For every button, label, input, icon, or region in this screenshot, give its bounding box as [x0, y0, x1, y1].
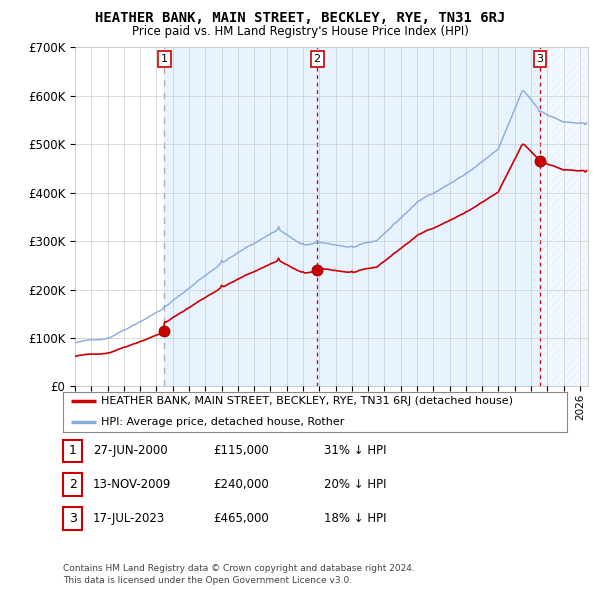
Text: 2: 2	[68, 478, 77, 491]
Text: HEATHER BANK, MAIN STREET, BECKLEY, RYE, TN31 6RJ (detached house): HEATHER BANK, MAIN STREET, BECKLEY, RYE,…	[101, 395, 513, 405]
Text: 18% ↓ HPI: 18% ↓ HPI	[324, 512, 386, 525]
Text: £240,000: £240,000	[213, 478, 269, 491]
Text: 1: 1	[161, 54, 168, 64]
Text: £465,000: £465,000	[213, 512, 269, 525]
Bar	[540, 47, 588, 386]
Text: 17-JUL-2023: 17-JUL-2023	[93, 512, 165, 525]
Text: 3: 3	[536, 54, 543, 64]
Text: £115,000: £115,000	[213, 444, 269, 457]
Text: HEATHER BANK, MAIN STREET, BECKLEY, RYE, TN31 6RJ: HEATHER BANK, MAIN STREET, BECKLEY, RYE,…	[95, 11, 505, 25]
Text: 1: 1	[68, 444, 77, 457]
Text: 27-JUN-2000: 27-JUN-2000	[93, 444, 167, 457]
Text: HPI: Average price, detached house, Rother: HPI: Average price, detached house, Roth…	[101, 417, 344, 427]
Text: 13-NOV-2009: 13-NOV-2009	[93, 478, 172, 491]
Text: 2: 2	[314, 54, 321, 64]
Bar	[317, 47, 540, 386]
Text: 20% ↓ HPI: 20% ↓ HPI	[324, 478, 386, 491]
Text: 31% ↓ HPI: 31% ↓ HPI	[324, 444, 386, 457]
Text: Contains HM Land Registry data © Crown copyright and database right 2024.
This d: Contains HM Land Registry data © Crown c…	[63, 565, 415, 585]
Bar	[164, 47, 317, 386]
Text: Price paid vs. HM Land Registry's House Price Index (HPI): Price paid vs. HM Land Registry's House …	[131, 25, 469, 38]
Text: 3: 3	[68, 512, 77, 525]
